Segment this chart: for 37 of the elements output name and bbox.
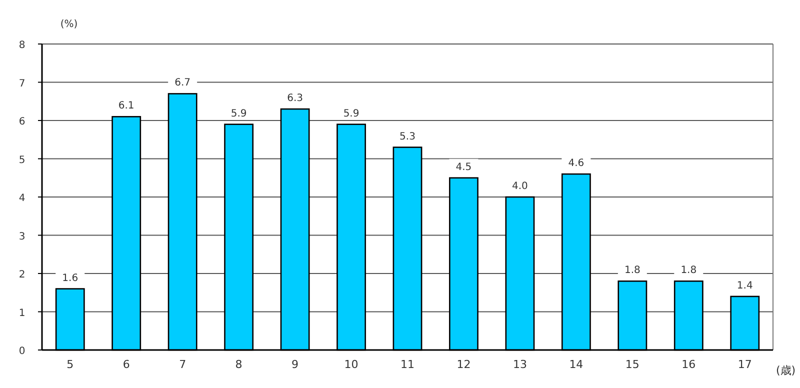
x-tick-label: 5	[66, 358, 74, 371]
y-tick-label: 4	[18, 193, 26, 204]
y-tick-label: 3	[18, 231, 26, 242]
data-label: 4.5	[456, 162, 472, 173]
y-tick-label: 2	[18, 270, 26, 280]
data-label: 5.9	[230, 108, 247, 120]
x-tick-label: 11	[400, 358, 414, 371]
data-label: 1.8	[624, 265, 640, 276]
x-tick-label: 14	[569, 358, 584, 371]
data-label: 6.1	[118, 100, 134, 112]
data-label: 1.6	[62, 272, 78, 284]
data-label: 4.6	[568, 158, 584, 170]
x-tick-label: 9	[292, 358, 299, 371]
y-tick-label: 5	[18, 154, 26, 166]
x-tick-label: 15	[625, 358, 640, 371]
y-tick-label: 1	[18, 308, 26, 319]
y-tick-label: 7	[18, 78, 26, 90]
data-label: 1.4	[736, 280, 753, 292]
y-tick-label: 8	[18, 40, 26, 51]
y-tick-label: 6	[18, 116, 26, 128]
x-tick-label: 17	[738, 358, 752, 371]
data-label: 1.8	[680, 265, 697, 276]
x-tick-label: 7	[179, 358, 186, 371]
x-tick-label: 16	[682, 358, 696, 371]
y-tick-label: 0	[18, 346, 26, 357]
y-axis-title: (%)	[60, 19, 78, 30]
data-label: 4.0	[512, 181, 528, 192]
x-tick-label: 13	[512, 358, 527, 371]
data-label: 5.9	[343, 108, 360, 120]
x-tick-label: 6	[122, 358, 130, 371]
x-tick-label: 8	[235, 358, 242, 371]
data-label: 5.3	[400, 131, 416, 142]
data-label: 6.3	[287, 93, 303, 104]
x-tick-label: 12	[456, 358, 471, 371]
x-axis-title: (歳)	[776, 364, 796, 377]
data-label: 6.7	[174, 78, 191, 89]
x-tick-label: 10	[344, 358, 358, 371]
